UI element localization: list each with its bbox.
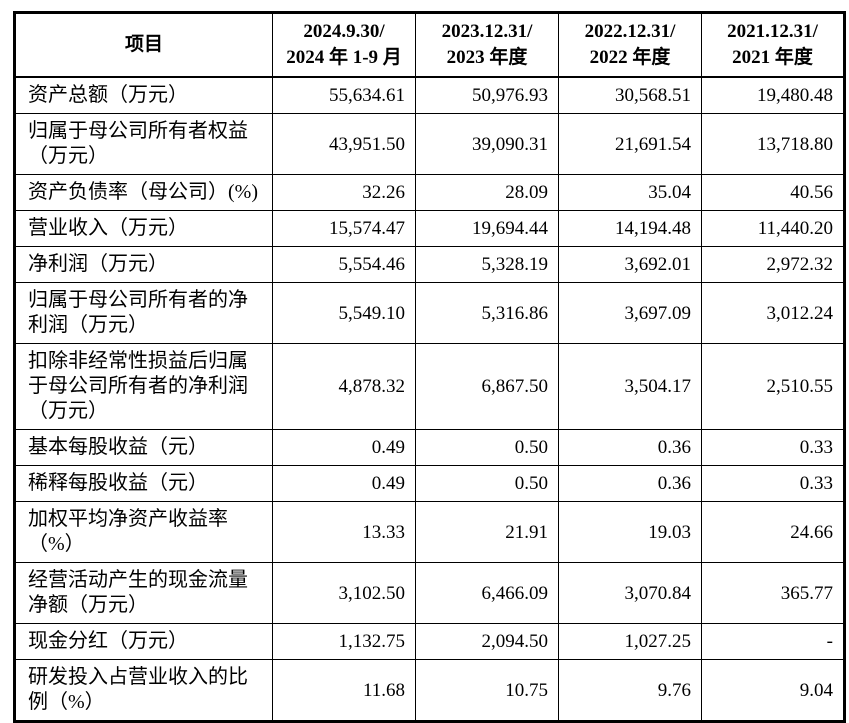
row-label-cell: 净利润（万元） xyxy=(14,246,273,283)
value-cell: 19,480.48 xyxy=(701,76,845,114)
header-period-2024-cell: 2024.9.30/ 2024 年 1-9 月 xyxy=(272,12,416,78)
table-row-net-profit: 净利润（万元） 5,554.46 5,328.19 3,692.01 2,972… xyxy=(14,246,845,283)
value-cell: 15,574.47 xyxy=(272,210,416,247)
value-cell: 10.75 xyxy=(415,659,559,722)
value-cell: 0.33 xyxy=(701,465,845,502)
value-cell: 1,132.75 xyxy=(272,623,416,660)
value-cell: 9.04 xyxy=(701,659,845,722)
value-cell: 3,102.50 xyxy=(272,562,416,624)
value-cell: 19,694.44 xyxy=(415,210,559,247)
value-cell: 6,867.50 xyxy=(415,343,559,430)
value-cell: 3,692.01 xyxy=(558,246,702,283)
value-cell: 3,012.24 xyxy=(701,282,845,344)
value-cell: 5,554.46 xyxy=(272,246,416,283)
table-row-deducted-net-profit: 扣除非经常性损益后归属 于母公司所有者的净利润 （万元） 4,878.32 6,… xyxy=(14,343,845,430)
financial-summary-table: 项目 2024.9.30/ 2024 年 1-9 月 2023.12.31/ 2… xyxy=(13,11,846,723)
table-row-diluted-eps: 稀释每股收益（元） 0.49 0.50 0.36 0.33 xyxy=(14,465,845,502)
value-cell: 35.04 xyxy=(558,174,702,211)
header-period-2021-cell: 2021.12.31/ 2021 年度 xyxy=(701,12,845,78)
row-label-cell: 加权平均净资产收益率 （%） xyxy=(14,501,273,563)
value-cell: 30,568.51 xyxy=(558,76,702,114)
value-cell: 1,027.25 xyxy=(558,623,702,660)
row-label-cell: 经营活动产生的现金流量 净额（万元） xyxy=(14,562,273,624)
row-label-cell: 基本每股收益（元） xyxy=(14,429,273,466)
value-cell: 11.68 xyxy=(272,659,416,722)
header-item-cell: 项目 xyxy=(14,12,273,78)
value-cell: 13,718.80 xyxy=(701,113,845,175)
value-cell: - xyxy=(701,623,845,660)
value-cell: 19.03 xyxy=(558,501,702,563)
value-cell: 5,316.86 xyxy=(415,282,559,344)
table-row-basic-eps: 基本每股收益（元） 0.49 0.50 0.36 0.33 xyxy=(14,429,845,466)
value-cell: 365.77 xyxy=(701,562,845,624)
value-cell: 0.49 xyxy=(272,429,416,466)
row-label-cell: 现金分红（万元） xyxy=(14,623,273,660)
value-cell: 55,634.61 xyxy=(272,76,416,114)
value-cell: 0.49 xyxy=(272,465,416,502)
header-period-2022-cell: 2022.12.31/ 2022 年度 xyxy=(558,12,702,78)
table-header-row: 项目 2024.9.30/ 2024 年 1-9 月 2023.12.31/ 2… xyxy=(14,12,845,78)
value-cell: 2,972.32 xyxy=(701,246,845,283)
value-cell: 3,504.17 xyxy=(558,343,702,430)
value-cell: 40.56 xyxy=(701,174,845,211)
value-cell: 43,951.50 xyxy=(272,113,416,175)
row-label-cell: 营业收入（万元） xyxy=(14,210,273,247)
value-cell: 0.50 xyxy=(415,429,559,466)
value-cell: 11,440.20 xyxy=(701,210,845,247)
row-label-cell: 研发投入占营业收入的比 例（%） xyxy=(14,659,273,722)
table-row-operating-cash-flow: 经营活动产生的现金流量 净额（万元） 3,102.50 6,466.09 3,0… xyxy=(14,562,845,624)
table-row-total-assets: 资产总额（万元） 55,634.61 50,976.93 30,568.51 1… xyxy=(14,76,845,114)
table-row-weighted-roe: 加权平均净资产收益率 （%） 13.33 21.91 19.03 24.66 xyxy=(14,501,845,563)
value-cell: 6,466.09 xyxy=(415,562,559,624)
header-period-2023-cell: 2023.12.31/ 2023 年度 xyxy=(415,12,559,78)
table-row-operating-revenue: 营业收入（万元） 15,574.47 19,694.44 14,194.48 1… xyxy=(14,210,845,247)
value-cell: 28.09 xyxy=(415,174,559,211)
table-row-cash-dividend: 现金分红（万元） 1,132.75 2,094.50 1,027.25 - xyxy=(14,623,845,660)
value-cell: 2,510.55 xyxy=(701,343,845,430)
table-row-debt-ratio: 资产负债率（母公司）(%) 32.26 28.09 35.04 40.56 xyxy=(14,174,845,211)
value-cell: 0.50 xyxy=(415,465,559,502)
value-cell: 4,878.32 xyxy=(272,343,416,430)
value-cell: 0.33 xyxy=(701,429,845,466)
row-label-cell: 稀释每股收益（元） xyxy=(14,465,273,502)
table-row-parent-net-profit: 归属于母公司所有者的净 利润（万元） 5,549.10 5,316.86 3,6… xyxy=(14,282,845,344)
row-label-cell: 资产负债率（母公司）(%) xyxy=(14,174,273,211)
value-cell: 5,549.10 xyxy=(272,282,416,344)
row-label-cell: 归属于母公司所有者权益 （万元） xyxy=(14,113,273,175)
value-cell: 21,691.54 xyxy=(558,113,702,175)
value-cell: 14,194.48 xyxy=(558,210,702,247)
value-cell: 21.91 xyxy=(415,501,559,563)
value-cell: 39,090.31 xyxy=(415,113,559,175)
value-cell: 3,070.84 xyxy=(558,562,702,624)
value-cell: 0.36 xyxy=(558,465,702,502)
value-cell: 13.33 xyxy=(272,501,416,563)
value-cell: 50,976.93 xyxy=(415,76,559,114)
row-label-cell: 归属于母公司所有者的净 利润（万元） xyxy=(14,282,273,344)
value-cell: 5,328.19 xyxy=(415,246,559,283)
table-row-parent-equity: 归属于母公司所有者权益 （万元） 43,951.50 39,090.31 21,… xyxy=(14,113,845,175)
row-label-cell: 扣除非经常性损益后归属 于母公司所有者的净利润 （万元） xyxy=(14,343,273,430)
table-row-rd-ratio: 研发投入占营业收入的比 例（%） 11.68 10.75 9.76 9.04 xyxy=(14,659,845,722)
row-label-cell: 资产总额（万元） xyxy=(14,76,273,114)
value-cell: 2,094.50 xyxy=(415,623,559,660)
value-cell: 32.26 xyxy=(272,174,416,211)
value-cell: 0.36 xyxy=(558,429,702,466)
value-cell: 3,697.09 xyxy=(558,282,702,344)
value-cell: 9.76 xyxy=(558,659,702,722)
value-cell: 24.66 xyxy=(701,501,845,563)
